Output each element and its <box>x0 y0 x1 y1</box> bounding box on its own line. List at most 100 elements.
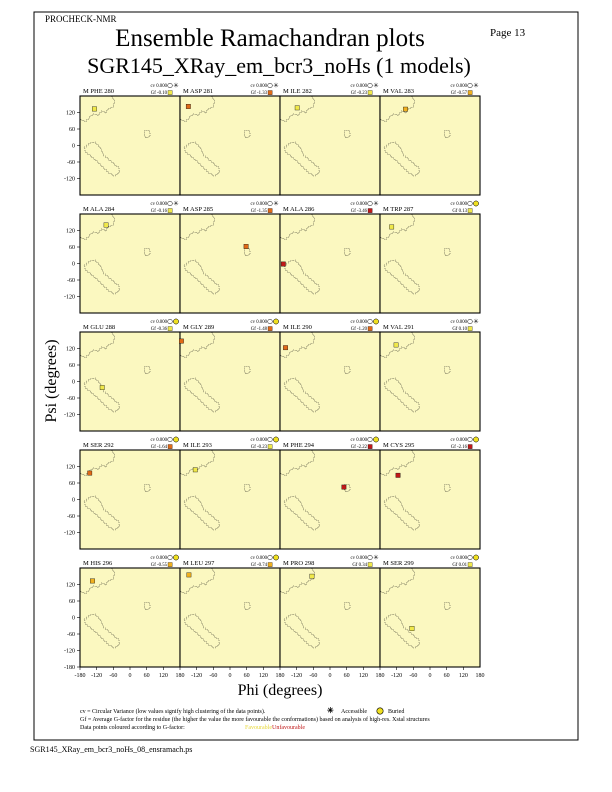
ramachandran-panel: M VAL 291 cv 0.000 ✳ Gf 0.10 <box>379 318 481 432</box>
page-frame <box>33 11 579 741</box>
panel-background <box>379 567 481 668</box>
residue-label: M ASP 281 <box>183 88 213 95</box>
x-tick-label: 0 <box>429 673 432 679</box>
legend-accessible-label: Accessible <box>341 709 367 715</box>
y-tick-label: 60 <box>69 363 75 369</box>
y-tick-label: 60 <box>69 599 75 605</box>
panel-background <box>179 567 281 668</box>
alpha-region-outline <box>83 613 120 649</box>
gf-label: Gf -1.20 <box>351 327 368 332</box>
data-point <box>280 261 286 267</box>
x-tick-label: 0 <box>129 673 132 679</box>
gf-colour-swatch <box>267 208 273 213</box>
panel-background <box>379 213 481 314</box>
left-handed-region-outline <box>444 366 451 375</box>
cv-circle-icon <box>267 436 273 443</box>
data-point <box>90 578 95 584</box>
residue-label: M LEU 297 <box>183 560 215 567</box>
panel-background <box>79 331 181 432</box>
x-tick-label: -60 <box>209 673 217 679</box>
alpha-region-outline <box>183 377 220 413</box>
data-point <box>179 338 184 344</box>
gf-label: Gf 0.10 <box>452 327 467 332</box>
gf-label: Gf -1.48 <box>251 327 268 332</box>
alpha-region-outline <box>383 495 420 531</box>
gf-colour-swatch <box>467 208 473 213</box>
residue-label: M SER 299 <box>383 560 414 567</box>
panel-background <box>179 331 281 432</box>
x-tick-label: 180 <box>476 673 485 679</box>
y-tick-label: -120 <box>64 295 75 301</box>
panel-background <box>379 95 481 196</box>
y-tick-label: -60 <box>67 396 75 402</box>
left-handed-region-outline <box>444 484 451 493</box>
cv-circle-icon <box>267 318 273 325</box>
residue-label: M ALA 286 <box>283 206 315 213</box>
beta-region-outline <box>179 213 215 240</box>
y-tick-label: -60 <box>67 514 75 520</box>
y-tick-label: 0 <box>72 380 75 386</box>
legend: cv = Circular Variance (low values signi… <box>80 706 430 731</box>
ramachandran-panel: M ASP 285 cv 0.000 ✳ Gf -1.35 <box>179 200 281 314</box>
data-point <box>92 106 97 112</box>
gf-label: Gf -1.33 <box>251 91 268 96</box>
gf-colour-swatch <box>167 326 173 331</box>
beta-region-outline <box>379 567 415 594</box>
page-number: Page 13 <box>490 27 526 39</box>
left-handed-region-outline <box>444 248 451 257</box>
left-handed-region-outline <box>144 484 151 493</box>
left-handed-region-outline <box>144 366 151 375</box>
buried-icon <box>173 318 179 325</box>
x-tick-label: 180 <box>276 673 285 679</box>
cv-circle-icon <box>467 554 473 561</box>
x-tick-label: 60 <box>244 673 250 679</box>
ramachandran-panel: M GLY 289 cv 0.000 Gf -1.48 <box>179 318 281 432</box>
data-point <box>192 467 198 473</box>
alpha-region-outline <box>383 259 420 295</box>
residue-label: M ALA 284 <box>83 206 115 213</box>
y-tick-label: 120 <box>66 583 75 589</box>
left-handed-region-outline <box>244 484 251 493</box>
gf-colour-swatch <box>167 444 173 449</box>
gf-label: Gf -0.10 <box>151 91 168 96</box>
gf-label: Gf 0.34 <box>352 563 367 568</box>
data-point <box>283 345 288 351</box>
gf-label: Gf -2.22 <box>351 445 368 450</box>
data-point <box>309 573 315 579</box>
alpha-region-outline <box>83 495 120 531</box>
buried-icon <box>373 436 379 443</box>
alpha-region-outline <box>183 613 220 649</box>
cv-label: cv 0.000 <box>150 320 167 325</box>
y-tick-label: 0 <box>72 144 75 150</box>
cv-label: cv 0.000 <box>150 556 167 561</box>
y-tick-label: 60 <box>69 127 75 133</box>
buried-icon <box>173 554 179 561</box>
cv-circle-icon <box>267 200 273 207</box>
cv-circle-icon <box>467 200 473 207</box>
cv-label: cv 0.000 <box>250 556 267 561</box>
legend-favourable: Favourable <box>245 725 272 731</box>
y-tick-label: 120 <box>66 347 75 353</box>
ramachandran-panel: M PRO 298 cv 0.000 ✳ Gf 0.34 <box>279 554 381 670</box>
y-tick-label: -120 <box>64 177 75 183</box>
y-tick-label: -60 <box>67 632 75 638</box>
left-handed-region-outline <box>244 130 251 139</box>
buried-symbol <box>376 707 384 715</box>
data-point <box>395 472 401 478</box>
x-tick-label: 120 <box>159 673 168 679</box>
cv-label: cv 0.000 <box>350 556 367 561</box>
filename-footer: SGR145_XRay_em_bcr3_noHs_08_ensramach.ps <box>30 745 192 754</box>
residue-label: M TRP 287 <box>383 206 414 213</box>
x-tick-label: 60 <box>144 673 150 679</box>
ramachandran-panel: M ILE 290 cv 0.000 Gf -1.20 <box>279 318 381 432</box>
left-handed-region-outline <box>344 602 351 611</box>
x-tick-label: 180 <box>176 673 185 679</box>
residue-label: M CYS 295 <box>383 442 414 449</box>
program-name: PROCHECK-NMR <box>45 14 117 24</box>
legend-colour-text: Data points coloured according to G-fact… <box>80 724 185 731</box>
ramachandran-panel: M ILE 293 cv 0.000 Gf -0.23 <box>179 436 281 550</box>
left-handed-region-outline <box>344 130 351 139</box>
buried-icon <box>273 436 279 443</box>
x-tick-label: -60 <box>109 673 117 679</box>
